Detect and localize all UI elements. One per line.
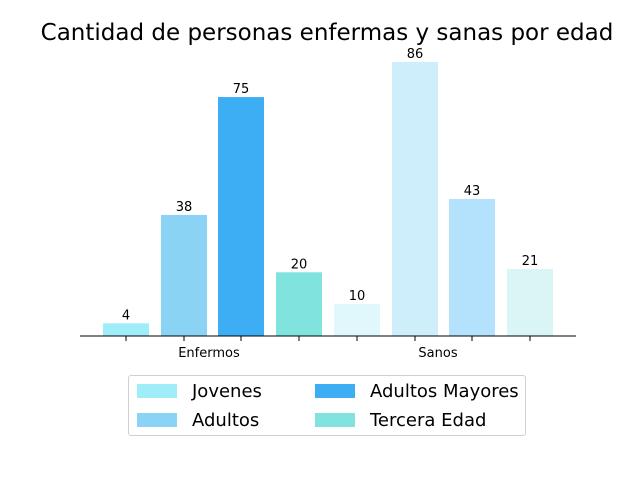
x-tick-label-sanos: Sanos [418, 346, 457, 361]
legend-swatch [315, 413, 355, 427]
bar-enfermos-tercera-edad [276, 272, 322, 336]
bar-sanos-jovenes [334, 304, 380, 336]
legend-label: Tercera Edad [370, 409, 487, 431]
chart-title: Cantidad de personas enfermas y sanas po… [41, 20, 614, 46]
bar-sanos-adultos-mayores [449, 199, 495, 336]
legend: Jovenes Adultos Adultos Mayores Tercera Eda… [128, 375, 526, 436]
bar-enfermos-jovenes [103, 323, 149, 336]
legend-item-jovenes: Jovenes [137, 380, 262, 402]
legend-label: Adultos Mayores [370, 380, 519, 402]
bar-enfermos-adultos [161, 214, 207, 336]
data-label: 21 [522, 254, 539, 269]
legend-item-tercera-edad: Tercera Edad [315, 409, 487, 431]
data-label: 10 [349, 289, 366, 304]
data-label: 38 [176, 200, 193, 215]
legend-swatch [137, 384, 177, 398]
legend-swatch [315, 384, 355, 398]
legend-label: Adultos [192, 409, 260, 431]
legend-item-adultos-mayores: Adultos Mayores [315, 380, 519, 402]
data-label: 86 [407, 47, 424, 62]
bar-sanos-tercera-edad [507, 269, 553, 336]
x-tick-label-enfermos: Enfermos [178, 346, 240, 361]
bar-enfermos-adultos-mayores [218, 97, 264, 336]
legend-item-adultos: Adultos [137, 409, 260, 431]
data-label: 4 [122, 308, 130, 323]
x-ticks-group [125, 336, 531, 341]
legend-label: Jovenes [192, 380, 262, 402]
data-label: 75 [233, 82, 250, 97]
legend-swatch [137, 413, 177, 427]
data-label: 20 [291, 257, 308, 272]
x-tick-labels-group: Enfermos Sanos [178, 346, 458, 361]
data-label: 43 [464, 184, 481, 199]
value-labels-group: 4 38 75 20 10 86 43 21 [122, 47, 538, 323]
bars-group [103, 62, 553, 336]
bar-sanos-adultos [392, 62, 438, 336]
